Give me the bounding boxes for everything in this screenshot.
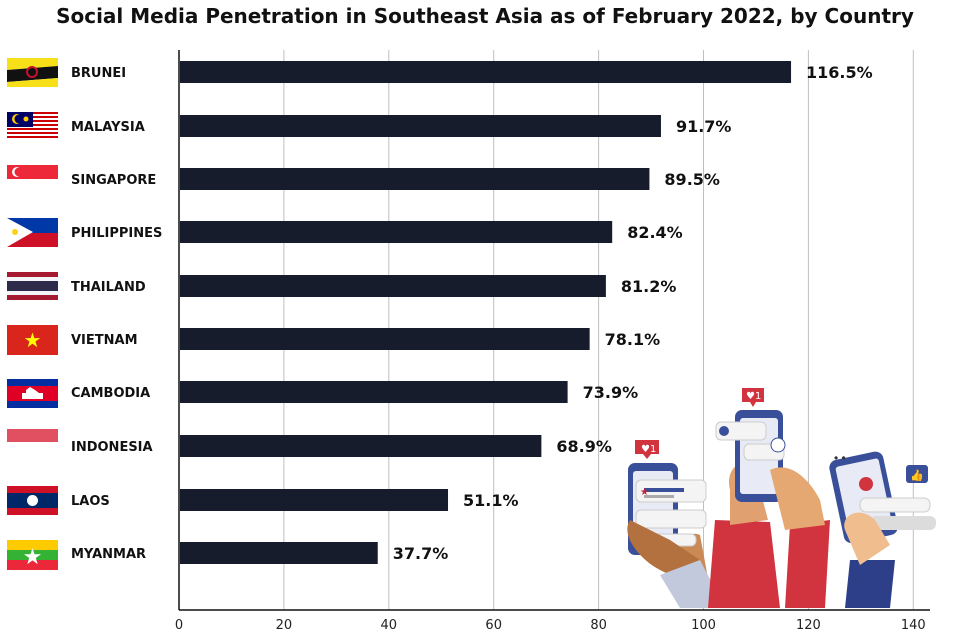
value-label: 73.9% bbox=[583, 383, 639, 402]
country-label: INDONESIA bbox=[71, 440, 153, 455]
value-label: 81.2% bbox=[621, 277, 677, 296]
bar bbox=[180, 542, 378, 564]
value-label: 116.5% bbox=[806, 63, 873, 82]
country-label: MALAYSIA bbox=[71, 120, 145, 135]
value-label: 89.5% bbox=[664, 170, 720, 189]
cambodia-flag-icon bbox=[7, 379, 58, 408]
country-label: SINGAPORE bbox=[71, 173, 156, 188]
laos-flag-icon bbox=[7, 486, 58, 515]
country-label: VIETNAM bbox=[71, 333, 138, 348]
country-label: THAILAND bbox=[71, 280, 146, 295]
singapore-flag-icon bbox=[7, 165, 58, 193]
chart-title: Social Media Penetration in Southeast As… bbox=[56, 4, 914, 28]
bars bbox=[180, 61, 792, 564]
hands-holding-phones-illustration: ★ ♥1 ♥1 👍 • • bbox=[627, 388, 936, 608]
bar bbox=[180, 61, 792, 83]
country-label: PHILIPPINES bbox=[71, 226, 162, 241]
x-tick-label: 0 bbox=[175, 618, 183, 633]
svg-text:• •: • • bbox=[834, 451, 846, 465]
value-label: 68.9% bbox=[556, 437, 612, 456]
bar bbox=[180, 328, 590, 350]
svg-text:♥1: ♥1 bbox=[746, 391, 761, 402]
vietnam-flag-icon: ★ bbox=[7, 325, 58, 355]
country-label: CAMBODIA bbox=[71, 386, 150, 401]
bar bbox=[180, 221, 613, 243]
x-tick-label: 100 bbox=[691, 618, 716, 633]
bar bbox=[180, 489, 449, 511]
value-label: 51.1% bbox=[463, 491, 519, 510]
svg-text:♥1: ♥1 bbox=[641, 444, 656, 455]
philippines-flag-icon bbox=[7, 218, 58, 247]
value-label: 78.1% bbox=[605, 330, 661, 349]
value-labels: 116.5% 91.7% 89.5% 82.4% 81.2% 78.1% 73.9% 68.9… bbox=[393, 63, 873, 563]
bar bbox=[180, 381, 568, 403]
value-label: 82.4% bbox=[627, 223, 683, 242]
x-tick-label: 20 bbox=[276, 618, 293, 633]
brunei-flag-icon bbox=[7, 58, 58, 87]
x-tick-label: 140 bbox=[901, 618, 926, 633]
x-tick-label: 60 bbox=[485, 618, 502, 633]
bar bbox=[180, 168, 650, 190]
country-flags: ★ ★ bbox=[7, 58, 58, 570]
value-label: 37.7% bbox=[393, 544, 449, 563]
indonesia-flag-icon bbox=[7, 429, 58, 455]
svg-text:★: ★ bbox=[640, 487, 649, 498]
bar bbox=[180, 275, 606, 297]
svg-text:★: ★ bbox=[24, 330, 42, 352]
bar bbox=[180, 115, 661, 137]
value-label: 91.7% bbox=[676, 117, 732, 136]
x-tick-label: 120 bbox=[796, 618, 821, 633]
svg-text:★: ★ bbox=[23, 544, 43, 569]
x-tick-label: 40 bbox=[381, 618, 398, 633]
x-tick-label: 80 bbox=[590, 618, 607, 633]
country-label: MYANMAR bbox=[71, 547, 146, 562]
svg-text:👍: 👍 bbox=[910, 469, 924, 482]
country-labels: BRUNEI MALAYSIA SINGAPORE PHILIPPINES THAILA… bbox=[71, 66, 162, 562]
country-label: BRUNEI bbox=[71, 66, 126, 81]
bar bbox=[180, 435, 542, 457]
malaysia-flag-icon bbox=[7, 112, 58, 140]
thailand-flag-icon bbox=[7, 272, 58, 300]
country-label: LAOS bbox=[71, 494, 110, 509]
myanmar-flag-icon: ★ bbox=[7, 540, 58, 570]
x-axis: 0 20 40 60 80 100 120 140 bbox=[175, 50, 930, 633]
